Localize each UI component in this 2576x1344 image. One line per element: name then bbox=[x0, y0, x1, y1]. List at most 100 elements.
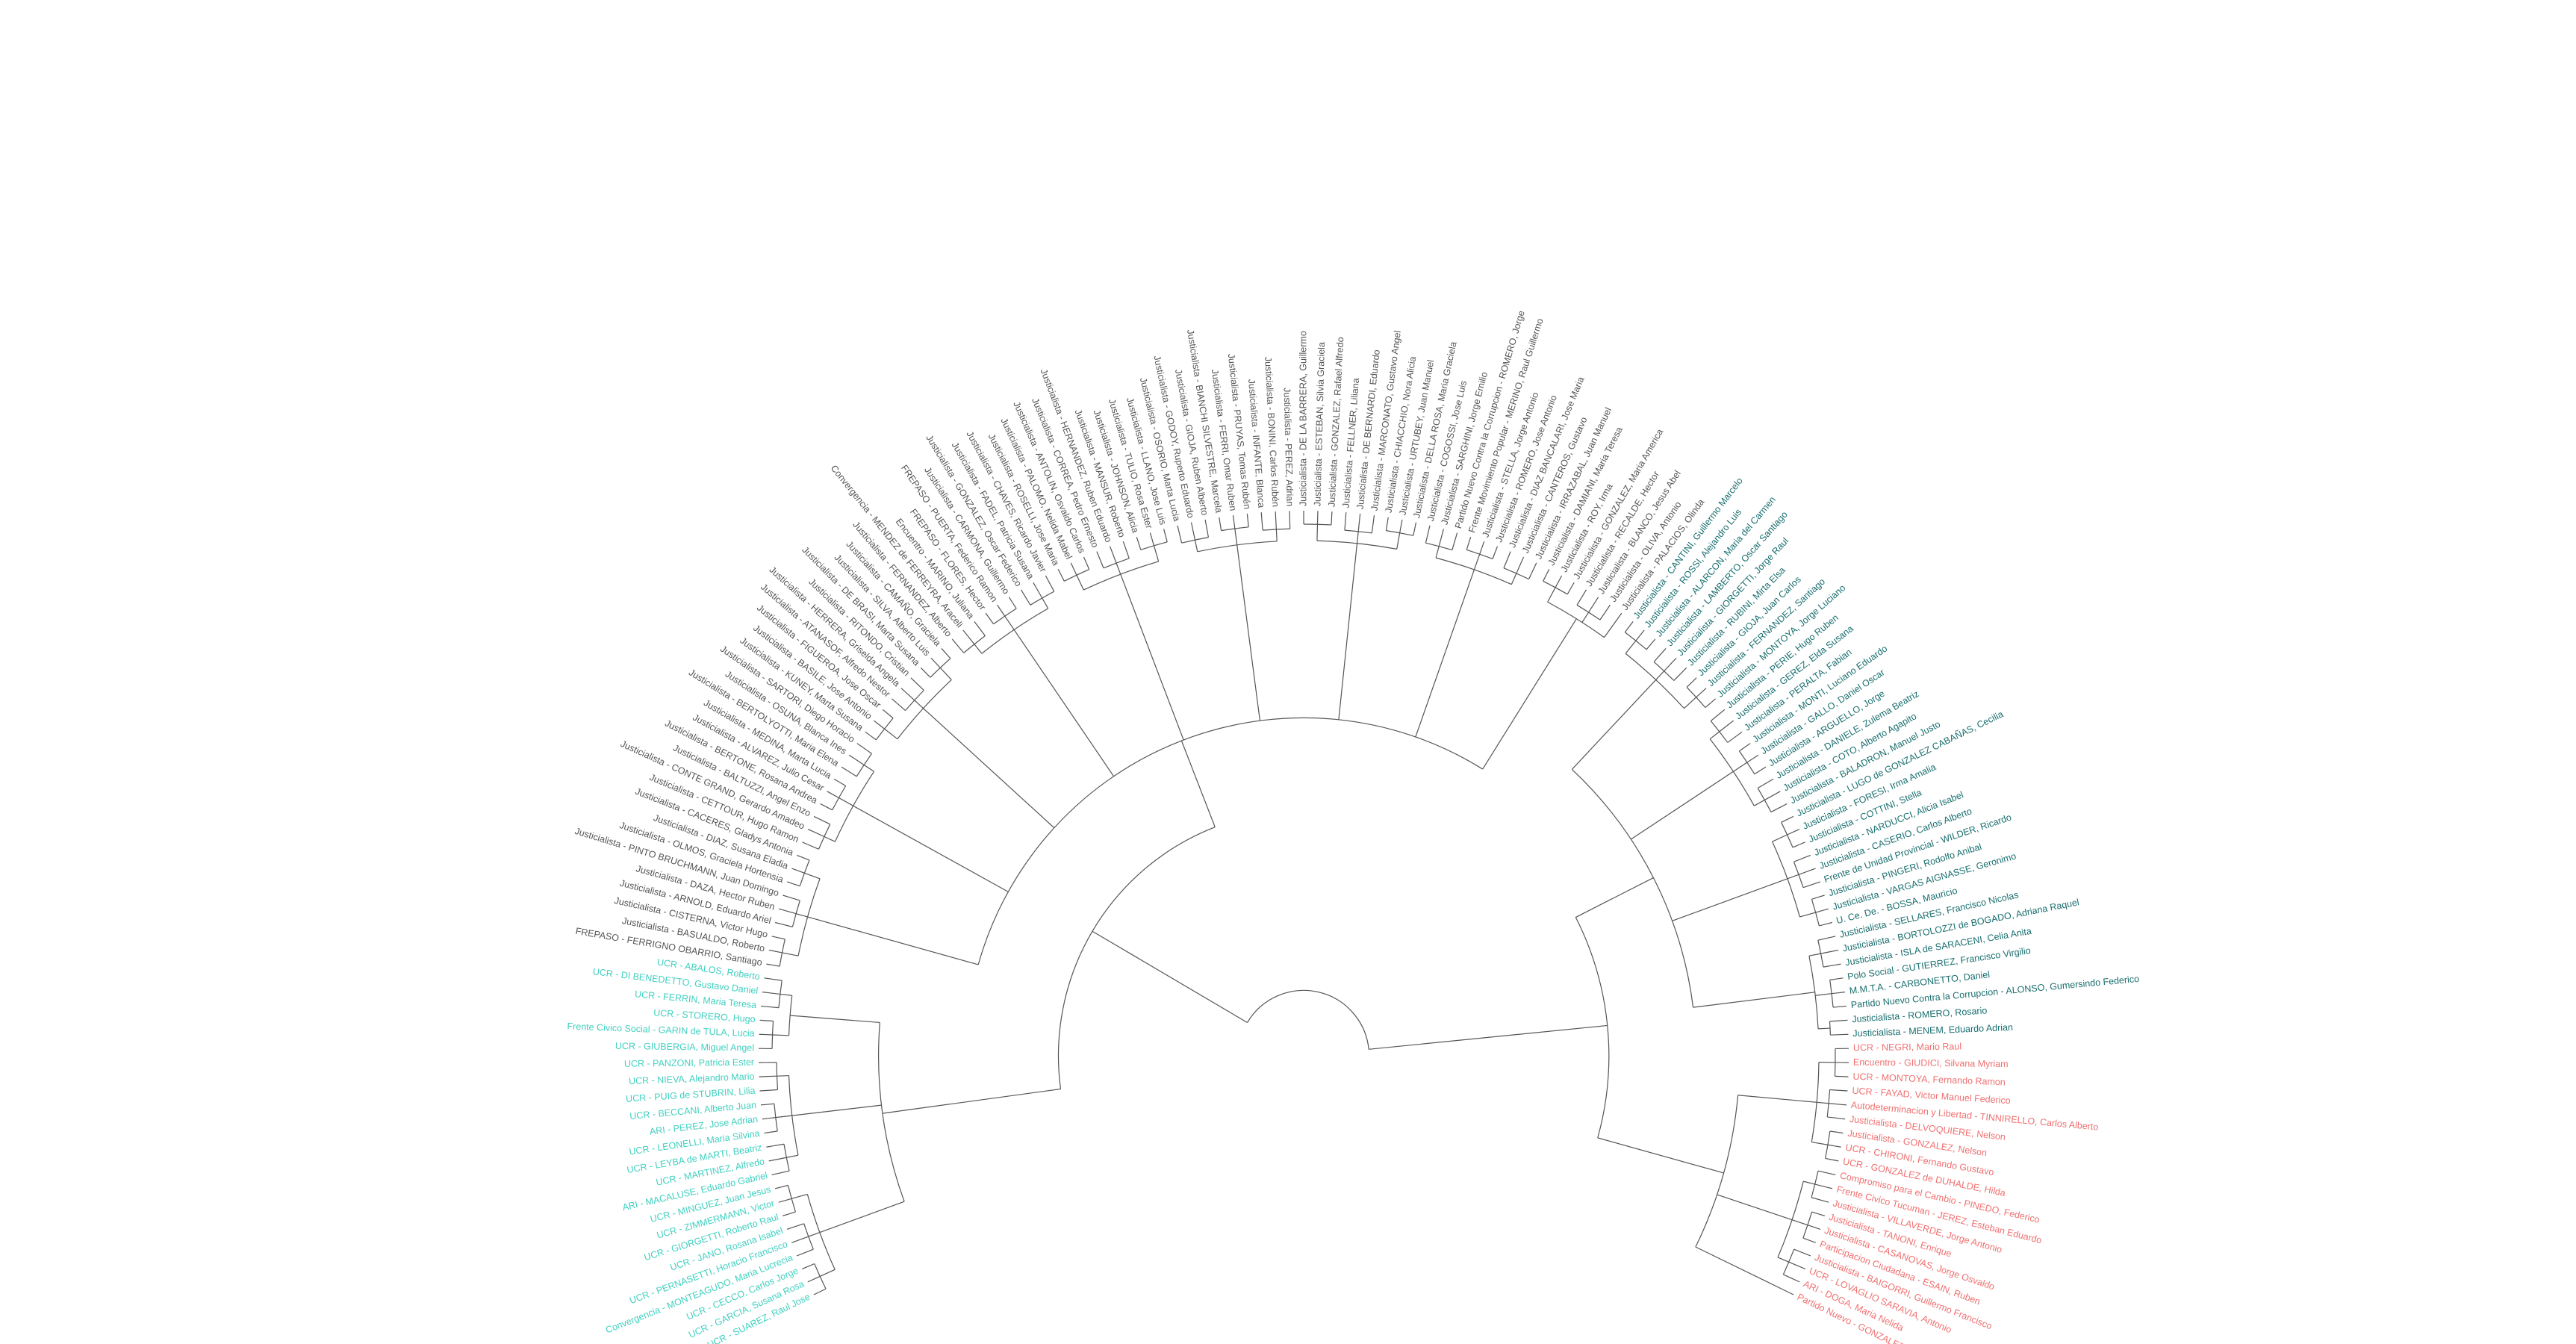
branch bbox=[989, 617, 995, 625]
branch bbox=[768, 1159, 775, 1162]
branch bbox=[1386, 530, 1413, 536]
branch bbox=[1482, 618, 1577, 770]
branch bbox=[807, 916, 979, 965]
branch bbox=[848, 754, 855, 759]
branch bbox=[784, 909, 797, 915]
branch bbox=[882, 709, 888, 714]
branch bbox=[1575, 917, 1610, 1139]
branch bbox=[1606, 604, 1611, 611]
branch bbox=[791, 1104, 882, 1116]
branch bbox=[1511, 573, 1517, 585]
branch bbox=[846, 769, 857, 777]
branch bbox=[770, 1130, 778, 1133]
branch bbox=[819, 818, 830, 825]
leaf-label: UCR - PANZONI, Patricia Ester bbox=[624, 1057, 754, 1069]
branch bbox=[796, 1253, 803, 1257]
branch bbox=[1452, 538, 1456, 550]
branch bbox=[1425, 542, 1453, 551]
branch bbox=[1783, 1274, 1795, 1281]
branch bbox=[945, 653, 951, 659]
branch bbox=[1770, 806, 1782, 813]
branch bbox=[760, 1005, 768, 1007]
branch bbox=[772, 964, 780, 967]
branch bbox=[1165, 535, 1168, 543]
branch bbox=[1719, 724, 1729, 732]
branch bbox=[791, 1239, 797, 1243]
branch bbox=[841, 766, 847, 771]
branch bbox=[1810, 1239, 1816, 1243]
branch bbox=[1441, 529, 1444, 535]
branch bbox=[924, 671, 931, 678]
branch bbox=[1791, 1219, 1808, 1226]
branch bbox=[1827, 1144, 1835, 1147]
branch bbox=[1711, 698, 1716, 703]
branch bbox=[1581, 612, 1590, 623]
branch bbox=[1767, 778, 1774, 783]
branch bbox=[1815, 993, 1832, 996]
branch bbox=[1681, 667, 1687, 673]
branch bbox=[1814, 1227, 1821, 1230]
branch bbox=[791, 868, 798, 871]
branch bbox=[1799, 841, 1805, 845]
branch bbox=[1728, 720, 1735, 725]
branch bbox=[1710, 712, 1721, 722]
branch bbox=[1829, 1089, 1842, 1092]
branch bbox=[1826, 921, 1832, 925]
branch bbox=[1635, 634, 1641, 641]
branch bbox=[1163, 529, 1166, 535]
branch bbox=[768, 992, 780, 995]
branch bbox=[892, 698, 897, 703]
leaf-label: UCR - STORERO, Hugo bbox=[653, 1007, 756, 1024]
branch bbox=[1745, 743, 1751, 747]
leaf-label: UCR - NEGRI, Mario Raul bbox=[1853, 1041, 1961, 1053]
branch bbox=[1807, 1225, 1815, 1228]
branch bbox=[1547, 587, 1556, 603]
branch bbox=[865, 731, 871, 736]
branch bbox=[832, 794, 839, 799]
branch bbox=[1428, 525, 1431, 532]
branch bbox=[1178, 531, 1183, 544]
branch bbox=[1832, 992, 1840, 995]
branch bbox=[1372, 515, 1375, 522]
branch bbox=[1194, 540, 1198, 552]
branch bbox=[1840, 1104, 1847, 1106]
branch bbox=[962, 629, 968, 635]
branch bbox=[791, 900, 800, 927]
branch bbox=[1013, 629, 1115, 777]
branch bbox=[1661, 648, 1667, 653]
branch bbox=[882, 1088, 1061, 1114]
branch bbox=[1275, 517, 1277, 529]
branch bbox=[770, 978, 783, 981]
branch bbox=[804, 872, 821, 880]
branch bbox=[1781, 818, 1788, 823]
branch bbox=[1841, 1089, 1848, 1092]
branch bbox=[1033, 582, 1037, 588]
branch bbox=[1829, 978, 1838, 980]
leaf-label: UCR - MONTOYA, Fernando Ramon bbox=[1852, 1071, 2006, 1088]
branch bbox=[1479, 547, 1483, 555]
branch bbox=[1575, 877, 1654, 918]
branch bbox=[788, 896, 800, 901]
branch bbox=[1640, 629, 1645, 635]
branch bbox=[1802, 1237, 1811, 1242]
branch bbox=[974, 644, 983, 654]
branch bbox=[1746, 758, 1754, 763]
branch bbox=[818, 824, 831, 850]
branch bbox=[873, 720, 880, 725]
branch bbox=[1832, 1159, 1839, 1162]
branch bbox=[802, 841, 809, 845]
branch bbox=[1181, 537, 1209, 544]
branch bbox=[778, 908, 785, 911]
branch bbox=[1727, 735, 1738, 743]
branch bbox=[1803, 1180, 1815, 1185]
branch bbox=[1811, 896, 1820, 900]
branch bbox=[1503, 556, 1509, 569]
branch bbox=[1835, 963, 1841, 966]
branch bbox=[1533, 562, 1537, 569]
branch bbox=[1495, 546, 1499, 553]
branch bbox=[1672, 878, 1788, 921]
branch bbox=[1624, 626, 1630, 633]
branch bbox=[1399, 525, 1402, 533]
branch bbox=[807, 1279, 814, 1283]
